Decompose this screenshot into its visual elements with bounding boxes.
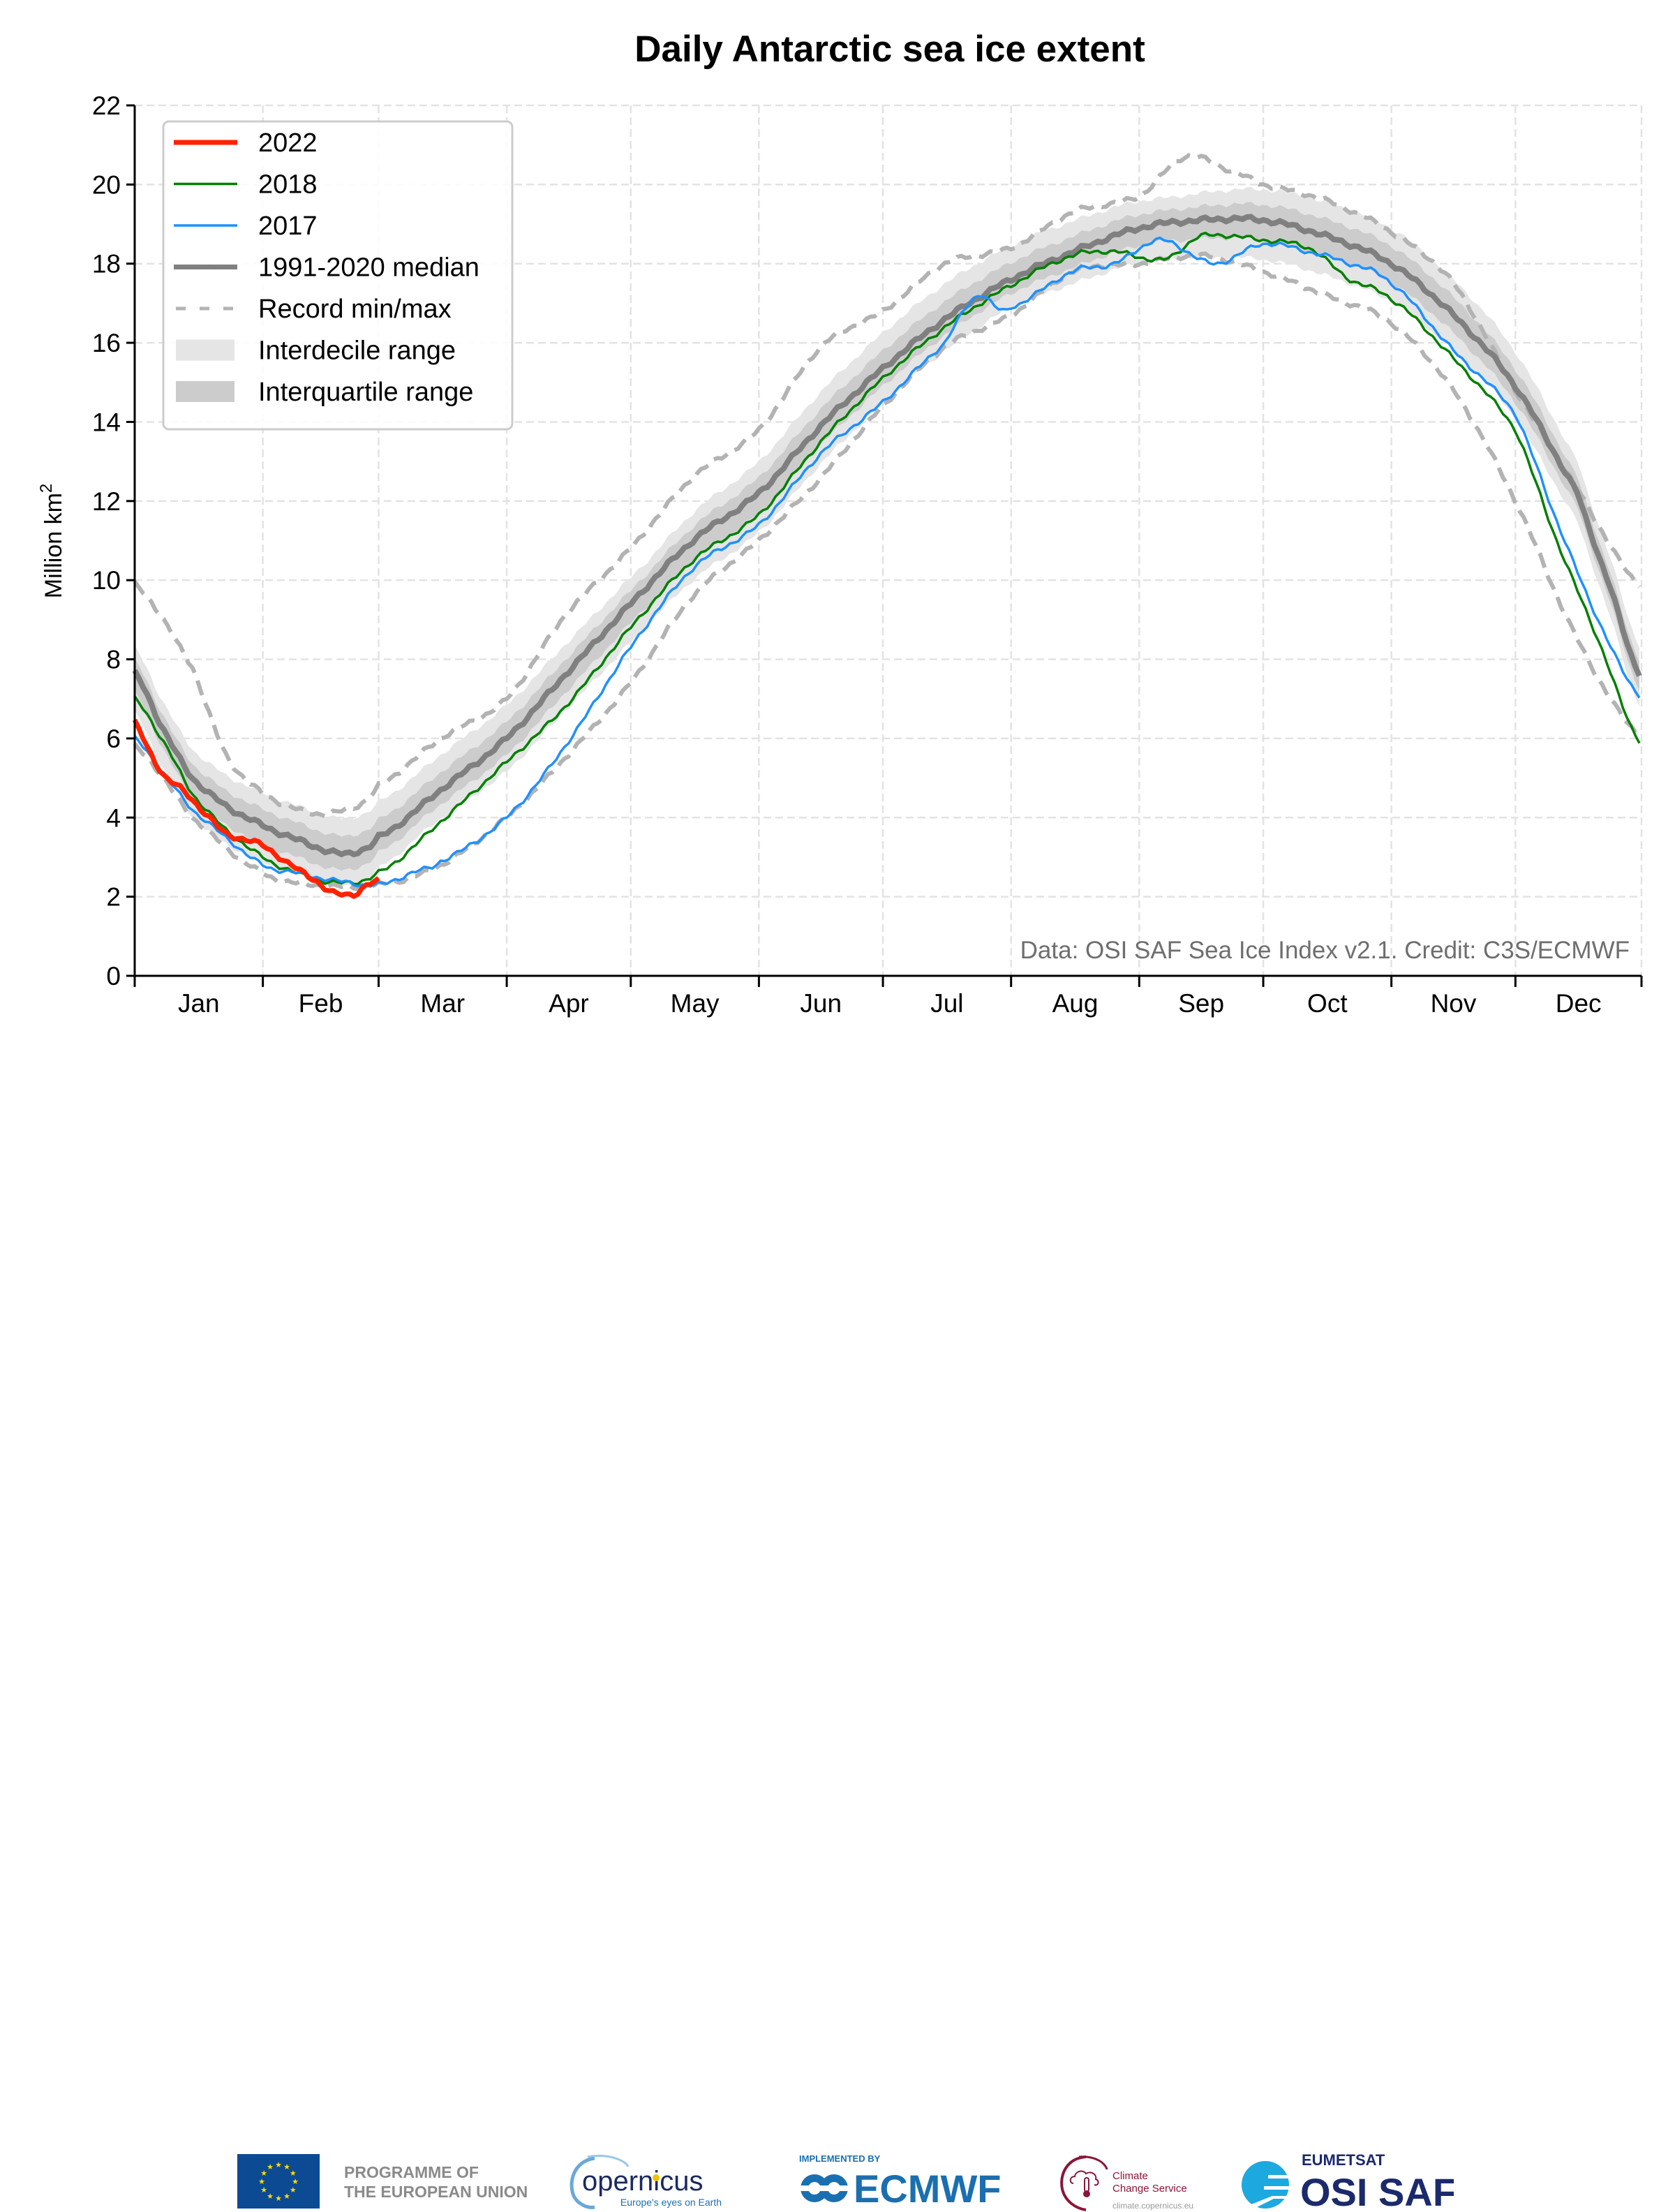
legend-label: Interquartile range: [258, 378, 473, 407]
eu-star-icon: ★: [275, 2194, 282, 2203]
legend-item-interdecile-range: Interdecile range: [176, 336, 456, 366]
legend-label: 2017: [258, 211, 318, 241]
line-2022: [132, 718, 380, 899]
legend-item-interquartile-range: Interquartile range: [176, 378, 473, 407]
x-tick-label-oct: Oct: [1307, 989, 1348, 1018]
y-axis-ticks: 0 2 4 6 8 10 12 14 16 18 20 22: [92, 91, 135, 990]
y-tick-label: 10: [92, 566, 121, 595]
record-max-line: [133, 153, 1642, 819]
legend-box: [162, 120, 514, 431]
x-tick-label-dec: Dec: [1556, 989, 1602, 1018]
x-tick-label-sep: Sep: [1178, 989, 1224, 1018]
ecmwf-symbol-icon: [799, 2174, 848, 2202]
x-tick-label-mar: Mar: [420, 989, 465, 1018]
copernicus-sun-icon: [653, 2174, 660, 2181]
legend: 2022 2018 2017 1991-2020 median Record min/m…: [162, 120, 514, 431]
c3s-text-line1: Climate: [1112, 2170, 1148, 2182]
legend-label: 2022: [258, 128, 318, 158]
x-axis-ticks: Jan Feb Mar Apr May Jun Jul Aug Sep Oct Nov Dec: [133, 976, 1643, 1018]
footer-logos: ★ ★ ★ ★ ★ ★ ★ ★ ★ ★ ★ ★ PROGRAMME OF THE EUROPEAN U…: [0, 1075, 1675, 2211]
axes: [133, 105, 1642, 977]
y-tick-label: 16: [92, 329, 121, 357]
eumetsat-globe-icon: [1242, 2161, 1293, 2211]
y-tick-label: 6: [106, 725, 121, 753]
legend-item-1991-2020-median: 1991-2020 median: [174, 253, 479, 283]
y-tick-label: 8: [106, 646, 121, 674]
x-tick-label-apr: Apr: [549, 989, 589, 1018]
x-tick-label-feb: Feb: [299, 989, 343, 1018]
legend-item-2022: 2022: [174, 128, 318, 158]
eu-programme-text: PROGRAMME OF THE EUROPEAN UNION: [344, 2162, 528, 2202]
data-credit: Data: OSI SAF Sea Ice Index v2.1. Credit…: [1020, 937, 1630, 964]
x-tick-label-aug: Aug: [1052, 989, 1099, 1018]
x-tick-label-jan: Jan: [178, 989, 220, 1018]
band-interdecile-range: [135, 186, 1639, 887]
y-tick-label: 22: [92, 91, 121, 120]
c3s-text-line2: Change Service: [1112, 2183, 1187, 2195]
osi-saf-wordmark: OSI SAF: [1300, 2170, 1454, 2211]
y-tick-label: 4: [106, 803, 121, 832]
y-tick-label: 0: [106, 962, 121, 990]
legend-label: 1991-2020 median: [258, 253, 479, 283]
c3s-logo: Climate Change Service climate.copernicu…: [1060, 2155, 1193, 2211]
y-tick-label: 14: [92, 408, 121, 436]
copernicus-wordmark: opernicus: [582, 2166, 703, 2197]
x-tick-label-may: May: [671, 989, 720, 1018]
line-2017: [133, 236, 1641, 889]
legend-label: Interdecile range: [258, 336, 456, 366]
legend-item-2018: 2018: [174, 170, 318, 200]
median-line: [132, 214, 1642, 858]
y-axis-label: Million km2: [37, 484, 67, 598]
ecmwf-implemented-by: IMPLEMENTED BY: [799, 2153, 881, 2164]
eu-star-icon: ★: [283, 2192, 290, 2201]
legend-label: Record min/max: [258, 295, 452, 324]
eu-text-line2: THE EUROPEAN UNION: [344, 2183, 528, 2201]
y-tick-label: 20: [92, 170, 121, 199]
y-tick-label: 18: [92, 250, 121, 279]
legend-swatch: [176, 381, 234, 402]
chart-title: Daily Antarctic sea ice extent: [634, 29, 1145, 70]
eumetsat-wordmark: EUMETSAT: [1302, 2151, 1385, 2169]
line-2018: [133, 231, 1641, 886]
eu-star-icon: ★: [258, 2177, 265, 2186]
c3s-arc-top-icon: [1078, 2155, 1108, 2170]
eu-stars-icon: ★ ★★★★★★★★★★★: [258, 2160, 299, 2203]
legend-swatch: [176, 339, 234, 361]
y-tick-label: 12: [92, 487, 121, 516]
legend-item-record-min-max: Record min/max: [176, 295, 452, 324]
copernicus-tagline: Europe's eyes on Earth: [620, 2197, 722, 2208]
x-tick-label-jul: Jul: [930, 989, 963, 1018]
legend-label: 2018: [258, 170, 318, 200]
eu-star-icon: ★: [275, 2160, 282, 2169]
eu-star-icon: ★: [290, 2185, 297, 2195]
c3s-arc-icon: [1060, 2155, 1087, 2211]
eu-star-icon: ★: [260, 2185, 267, 2195]
percentile-bands: [135, 186, 1639, 887]
x-tick-label-jun: Jun: [800, 989, 842, 1018]
y-axis-label-main: Million km: [40, 493, 67, 598]
series-lines: [132, 153, 1642, 899]
c3s-url: climate.copernicus.eu: [1112, 2201, 1193, 2211]
ecmwf-wordmark: ECMWF: [854, 2167, 1002, 2209]
eu-text-line1: PROGRAMME OF: [344, 2163, 479, 2181]
eu-star-icon: ★: [267, 2192, 274, 2201]
sea-ice-chart: Daily Antarctic sea ice extent Data: OSI…: [37, 29, 1643, 1018]
y-tick-label: 2: [106, 883, 121, 912]
thermometer-cloud-icon: [1069, 2170, 1099, 2197]
osi-saf-logo: EUMETSAT OSI SAF: [1242, 2151, 1454, 2211]
eu-flag-logo: ★ ★ ★ ★ ★ ★ ★ ★ ★ ★ ★ ★: [237, 2154, 320, 2209]
copernicus-logo: opernicus Europe's eyes on Earth: [570, 2154, 722, 2209]
legend-item-2017: 2017: [174, 211, 318, 241]
x-tick-label-nov: Nov: [1431, 989, 1477, 1018]
y-axis-label-sup: 2: [37, 484, 56, 493]
eu-star-icon: ★: [267, 2162, 274, 2172]
ecmwf-logo: IMPLEMENTED BY ECMWF: [799, 2153, 1002, 2209]
